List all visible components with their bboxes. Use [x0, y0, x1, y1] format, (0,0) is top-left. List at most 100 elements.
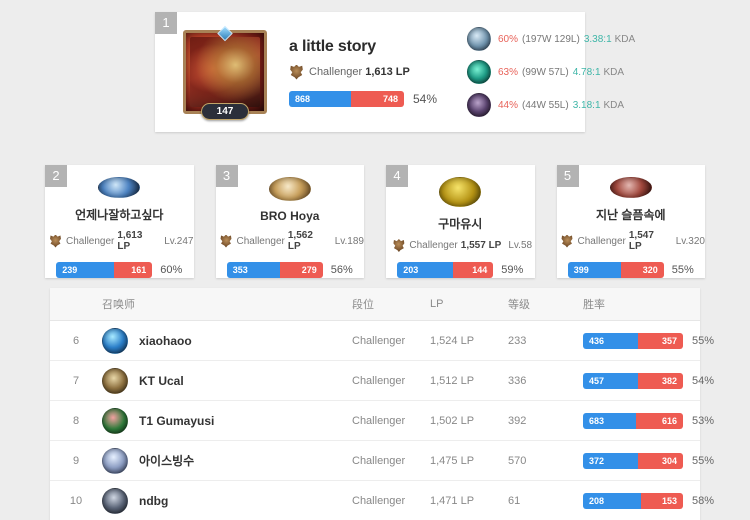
rank-card-4[interactable]: 4 구마유시 Challenger 1,557 LP Lv.58 203 144… — [386, 165, 535, 278]
tier-label: Challenger — [66, 235, 115, 247]
avatar — [102, 327, 128, 354]
level-label: Lv.320 — [675, 235, 705, 247]
row-lp: 1,475 LP — [430, 454, 475, 467]
wins-segment: 372 — [583, 452, 638, 469]
row-rank: 8 — [72, 414, 80, 427]
avatar — [102, 407, 128, 434]
top-rank-cards: 2 언제나잘하고싶다 Challenger 1,613 LP Lv.247 23… — [45, 165, 705, 278]
challenger-tier-icon — [50, 234, 61, 248]
rank-1-hero-card[interactable]: 1 147 a little story Challenger 1,613 LP… — [155, 12, 635, 132]
summoner-name[interactable]: T1 Gumayusi — [139, 413, 215, 428]
header-level[interactable]: 等级 — [508, 299, 530, 311]
lp-value: 1,613 LP — [365, 66, 410, 78]
table-row[interactable]: 10 ndbg Challenger 1,471 LP 61 208 153 5… — [50, 481, 714, 520]
summoner-name[interactable]: 언제나잘하고싶다 — [75, 208, 164, 222]
summoner-name[interactable]: 아이스빙수 — [139, 454, 195, 468]
champion-kda: 3.18:1 — [572, 99, 601, 111]
wins-segment: 868 — [289, 90, 351, 107]
header-summoner[interactable]: 召唤师 — [102, 299, 135, 311]
challenger-tier-icon — [290, 64, 303, 80]
winloss-bar: 353 279 — [226, 262, 323, 278]
row-lp: 1,471 LP — [430, 494, 475, 507]
wins-segment: 457 — [583, 372, 638, 389]
row-tier: Challenger — [352, 414, 406, 427]
level-label: Lv.189 — [334, 235, 364, 247]
summoner-level-badge: 147 — [201, 103, 249, 120]
tier-label: Challenger — [409, 240, 458, 251]
tier-label: Challenger — [309, 66, 363, 78]
wins-segment: 436 — [583, 332, 638, 349]
summoner-name[interactable]: xiaohaoo — [139, 333, 192, 348]
portrait-art — [190, 37, 260, 107]
winrate-percent: 58% — [692, 494, 715, 507]
champion-kda: 3.38:1 — [583, 33, 612, 45]
winloss-bar: 868 748 — [289, 90, 404, 107]
row-tier: Challenger — [352, 494, 406, 507]
row-lp: 1,512 LP — [430, 374, 475, 387]
champion-stat-row: 60% (197W 129L) 3.38:1 KDA — [467, 27, 635, 51]
wins-segment: 353 — [226, 262, 281, 278]
losses-segment: 357 — [638, 332, 683, 349]
lp-value: 1,562 LP — [287, 230, 313, 252]
header-winrate[interactable]: 胜率 — [583, 299, 605, 311]
wins-segment: 683 — [583, 412, 636, 429]
row-lp: 1,524 LP — [430, 334, 475, 347]
winrate-percent: 54% — [692, 374, 715, 387]
wins-segment: 399 — [567, 262, 621, 278]
row-rank: 6 — [72, 334, 80, 347]
avatar — [102, 487, 128, 514]
challenger-tier-icon — [220, 234, 232, 248]
rank-card-2[interactable]: 2 언제나잘하고싶다 Challenger 1,613 LP Lv.247 23… — [45, 165, 194, 278]
rank-badge: 4 — [386, 165, 408, 187]
winrate-percent: 53% — [692, 414, 715, 427]
rank-badge: 2 — [45, 165, 67, 187]
row-level: 61 — [508, 494, 521, 507]
losses-segment: 616 — [635, 412, 683, 429]
row-rank: 10 — [69, 494, 83, 507]
wins-segment: 203 — [397, 262, 454, 278]
avatar — [609, 177, 652, 198]
table-row[interactable]: 7 KT Ucal Challenger 1,512 LP 336 457 38… — [50, 361, 714, 401]
summoner-name[interactable]: a little story — [289, 37, 377, 55]
losses-segment: 304 — [638, 452, 683, 469]
losses-segment: 161 — [113, 262, 153, 278]
winloss-bar: 683 616 — [583, 412, 683, 429]
leaderboard-table: 召唤师 段位 LP 等级 胜率 6 xiaohaoo Challenger 1,… — [50, 288, 714, 520]
row-rank: 9 — [72, 454, 80, 467]
row-rank: 7 — [72, 374, 80, 387]
champion-kda-label: KDA — [614, 33, 636, 45]
level-label: Lv.58 — [508, 240, 533, 251]
lp-value: 1,547 LP — [628, 230, 654, 252]
champion-winrate: 44% — [498, 99, 519, 111]
rank-card-5[interactable]: 5 지난 슬픔속에 Challenger 1,547 LP Lv.320 399… — [556, 165, 705, 278]
winloss-bar: 457 382 — [583, 372, 683, 389]
summoner-name[interactable]: ndbg — [139, 493, 169, 508]
table-row[interactable]: 9 아이스빙수 Challenger 1,475 LP 570 372 304 … — [50, 441, 714, 481]
table-row[interactable]: 6 xiaohaoo Challenger 1,524 LP 233 436 3… — [50, 321, 714, 361]
summoner-name[interactable]: 지난 슬픔속에 — [595, 208, 666, 222]
winrate-percent: 60% — [160, 264, 183, 276]
table-header-row: 召唤师 段位 LP 等级 胜率 — [50, 288, 700, 321]
level-label: Lv.247 — [164, 235, 194, 247]
row-level: 233 — [508, 334, 527, 347]
rank-card-3[interactable]: 3 BRO Hoya Challenger 1,562 LP Lv.189 35… — [215, 165, 364, 278]
summoner-name[interactable]: KT Ucal — [139, 373, 184, 388]
summoner-name[interactable]: BRO Hoya — [260, 209, 320, 223]
header-tier[interactable]: 段位 — [352, 299, 374, 311]
winloss-bar: 208 153 — [583, 492, 683, 509]
champion-stat-row: 63% (99W 57L) 4.78:1 KDA — [467, 60, 635, 84]
summoner-name[interactable]: 구마유시 — [438, 217, 483, 231]
wins-segment: 208 — [583, 492, 641, 509]
row-tier: Challenger — [352, 334, 406, 347]
losses-segment: 153 — [640, 492, 683, 509]
row-tier: Challenger — [352, 374, 406, 387]
row-lp: 1,502 LP — [430, 414, 475, 427]
lp-value: 1,557 LP — [460, 240, 502, 251]
challenger-tier-icon — [393, 239, 405, 252]
table-row[interactable]: 8 T1 Gumayusi Challenger 1,502 LP 392 68… — [50, 401, 714, 441]
champion-icon — [467, 60, 491, 84]
header-lp[interactable]: LP — [430, 298, 444, 310]
top-champions-list: 60% (197W 129L) 3.38:1 KDA 63% (99W 57L)… — [467, 27, 635, 117]
champion-record: (44W 55L) — [522, 99, 569, 111]
